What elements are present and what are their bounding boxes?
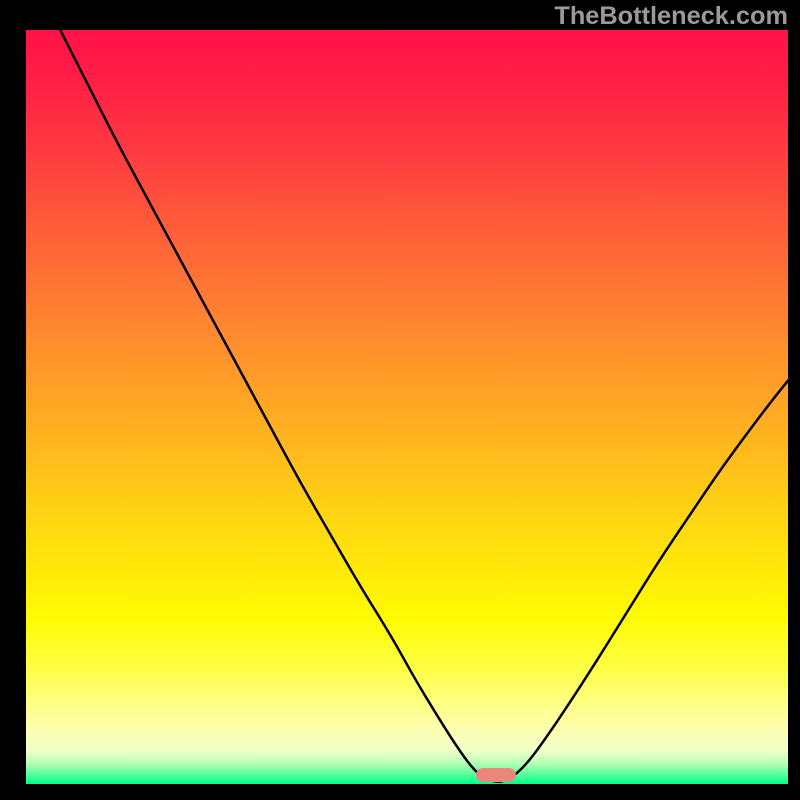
plot-area [26,30,788,784]
bottleneck-curve [26,30,788,784]
curve-path [60,30,788,782]
watermark-text: TheBottleneck.com [554,2,788,31]
optimal-marker [476,768,516,782]
